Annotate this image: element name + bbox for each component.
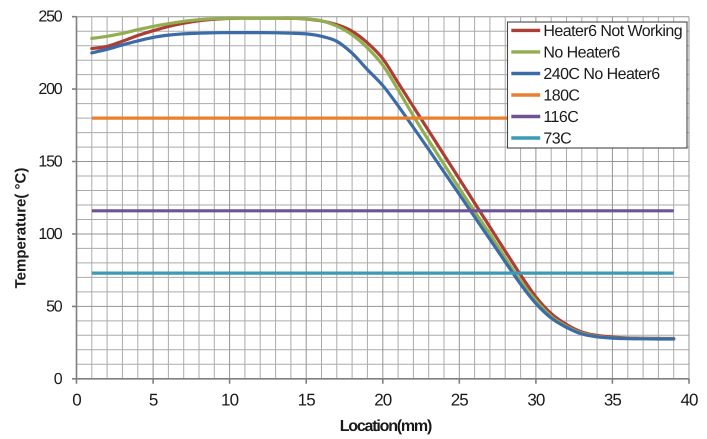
svg-text:Location(mm): Location(mm) — [340, 418, 432, 435]
svg-text:73C: 73C — [543, 131, 571, 148]
svg-text:0: 0 — [54, 371, 63, 388]
svg-text:116C: 116C — [543, 109, 578, 126]
svg-text:0: 0 — [72, 391, 81, 410]
svg-text:250: 250 — [38, 9, 62, 26]
svg-text:15: 15 — [298, 391, 316, 410]
svg-text:Temperature( °C): Temperature( °C) — [13, 168, 30, 289]
svg-text:35: 35 — [604, 391, 622, 410]
svg-text:Heater6 Not Working: Heater6 Not Working — [543, 23, 682, 40]
svg-text:40: 40 — [680, 391, 698, 410]
svg-text:180C: 180C — [543, 88, 579, 105]
svg-text:25: 25 — [451, 391, 469, 410]
svg-text:30: 30 — [527, 391, 545, 410]
svg-text:20: 20 — [374, 391, 392, 410]
svg-text:200: 200 — [38, 81, 62, 98]
svg-text:10: 10 — [221, 391, 239, 410]
svg-text:240C No Heater6: 240C No Heater6 — [543, 66, 660, 83]
svg-text:100: 100 — [38, 226, 62, 243]
svg-text:5: 5 — [149, 391, 158, 410]
svg-text:No Heater6: No Heater6 — [543, 44, 620, 61]
svg-text:50: 50 — [46, 298, 63, 315]
svg-text:150: 150 — [38, 154, 62, 171]
